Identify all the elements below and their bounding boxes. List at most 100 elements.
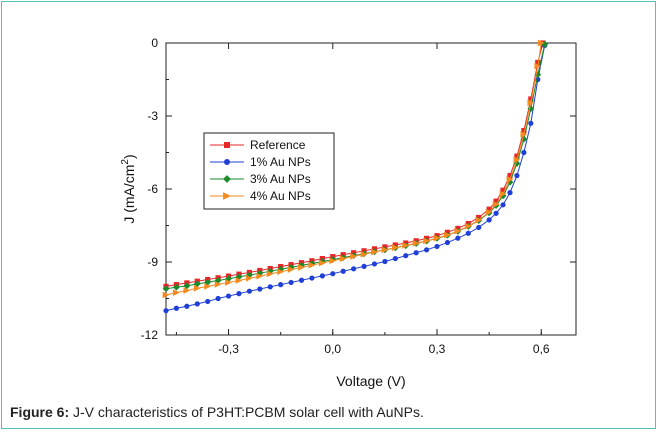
jv-chart: -0,3 0,0 0,3 0,6 0 -3 -6 -9 -12 Reference 1% Au N… (120, 36, 577, 389)
data-point (183, 287, 191, 294)
y-tick-label: -6 (147, 182, 158, 196)
data-point (493, 198, 499, 204)
data-point (392, 255, 398, 262)
data-point (319, 273, 325, 279)
data-point (521, 149, 527, 156)
data-point (499, 190, 507, 198)
data-point (330, 271, 336, 277)
data-point (329, 257, 337, 265)
data-point (351, 266, 357, 272)
data-point (308, 261, 316, 269)
legend-marker (223, 192, 231, 200)
data-point (434, 243, 440, 250)
data-point (318, 259, 326, 267)
data-point (256, 272, 264, 280)
data-point (486, 206, 492, 212)
data-point (267, 284, 273, 290)
y-axis-label-sup: 2 (120, 159, 131, 165)
data-point (361, 263, 367, 269)
data-point (514, 173, 520, 179)
data-point (193, 280, 201, 288)
caption-label: Figure 6: (10, 404, 70, 420)
series-layer (162, 39, 549, 314)
legend-label: 4% Au NPs (250, 189, 311, 203)
data-point (184, 303, 190, 309)
data-point (454, 227, 462, 235)
data-point (246, 288, 252, 294)
data-point (257, 286, 263, 292)
data-point (423, 247, 430, 253)
data-point (266, 270, 274, 278)
data-point (486, 217, 492, 223)
data-point (193, 284, 201, 292)
data-point (507, 190, 513, 196)
data-point (215, 295, 221, 302)
data-point (535, 59, 541, 66)
series-4-au-nps (162, 39, 545, 299)
data-point (537, 39, 545, 47)
data-point (476, 224, 482, 231)
data-point (492, 200, 500, 208)
data-point (173, 289, 180, 297)
data-point (433, 234, 441, 242)
data-point (371, 248, 378, 256)
data-point (520, 130, 528, 138)
data-point (360, 250, 368, 258)
data-point (493, 210, 499, 216)
data-point (288, 279, 294, 286)
data-point (464, 222, 472, 230)
x-tick-label: -0,3 (218, 342, 239, 356)
data-point (277, 268, 285, 276)
data-point (173, 305, 180, 311)
data-point (506, 175, 514, 183)
data-point (162, 291, 170, 299)
data-point (455, 235, 461, 241)
data-point (527, 99, 535, 106)
data-point (528, 120, 534, 126)
data-point (403, 253, 409, 259)
legend: Reference 1% Au NPs 3% Au NPs 4% Au NPs (203, 132, 335, 210)
y-tick-label: 0 (151, 36, 158, 50)
data-point (541, 40, 549, 48)
x-tick-label: 0,3 (429, 342, 446, 356)
legend-marker (224, 159, 230, 165)
data-point (382, 258, 388, 265)
data-point (500, 202, 506, 208)
y-axis-label: J (mA/cm2) (120, 154, 137, 223)
data-point (528, 96, 534, 102)
x-tick-label: 0,6 (533, 342, 550, 356)
legend-marker (224, 142, 230, 148)
data-point (298, 277, 305, 283)
series-line (165, 42, 542, 296)
data-point (309, 275, 315, 281)
data-point (163, 308, 169, 314)
series-line (165, 45, 546, 312)
data-point (371, 261, 378, 267)
data-point (402, 242, 410, 249)
data-point (339, 255, 347, 262)
legend-label: 3% Au NPs (250, 172, 311, 186)
data-point (194, 301, 200, 307)
data-point (485, 208, 493, 216)
legend-label: Reference (250, 138, 306, 152)
data-point (183, 282, 191, 290)
data-point (225, 293, 232, 299)
data-point (423, 237, 430, 245)
data-point (465, 230, 471, 236)
data-point (381, 246, 389, 254)
y-axis-label-close: ) (121, 154, 137, 159)
legend-label: 1% Au NPs (250, 155, 311, 169)
data-point (225, 279, 232, 286)
data-point (204, 282, 212, 290)
data-point (205, 298, 211, 305)
y-tick-label: -3 (147, 109, 158, 123)
data-point (412, 239, 420, 247)
legend-marker (223, 175, 231, 183)
data-point (214, 281, 222, 288)
data-point (413, 250, 419, 256)
data-point (246, 274, 253, 282)
data-point (350, 253, 358, 260)
data-point (173, 283, 180, 291)
caption-text: J-V characteristics of P3HT:PCBM solar c… (69, 404, 424, 420)
